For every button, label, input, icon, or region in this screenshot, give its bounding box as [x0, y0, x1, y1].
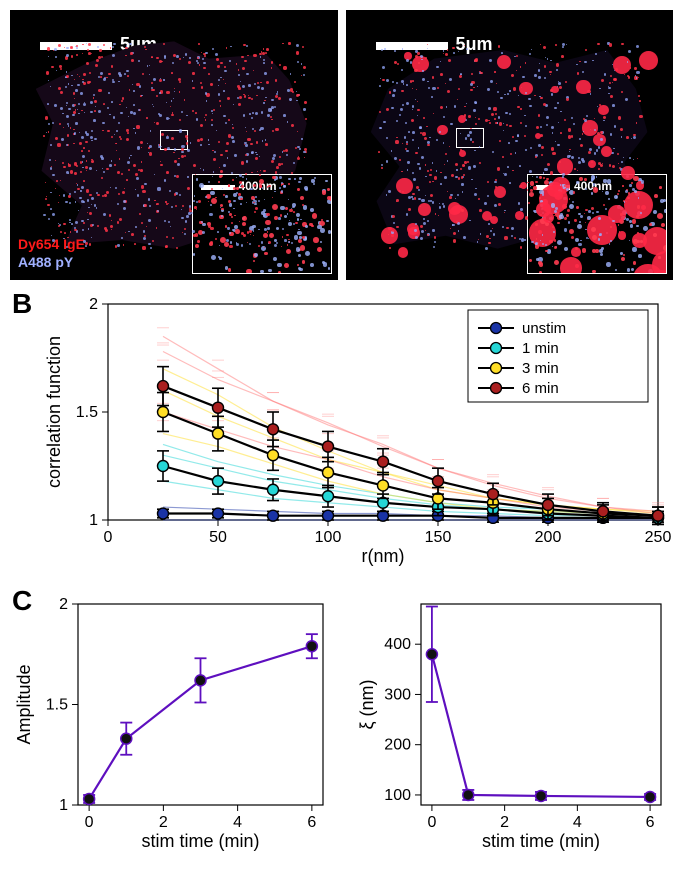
- svg-text:2: 2: [59, 596, 68, 613]
- svg-text:6: 6: [307, 814, 316, 831]
- svg-text:stim time (min): stim time (min): [482, 831, 600, 851]
- svg-text:200: 200: [535, 529, 562, 546]
- svg-text:250: 250: [645, 529, 672, 546]
- panel-b-chart: 0 50 100 150 200 250 1 1.5 2 r(nm) correlation fun…: [38, 290, 673, 570]
- svg-text:1: 1: [59, 797, 68, 814]
- svg-text:6 min: 6 min: [522, 380, 559, 397]
- panel-b-label: B: [12, 288, 32, 320]
- svg-text:100: 100: [315, 529, 342, 546]
- svg-text:0: 0: [427, 814, 436, 831]
- panel-c-left: 024611.52stim time (min)Amplitude: [10, 590, 335, 860]
- svg-text:1.5: 1.5: [46, 697, 68, 714]
- legend-dy654: Dy654 IgE: [18, 236, 85, 252]
- svg-text:stim time (min): stim time (min): [142, 831, 260, 851]
- panel-c-right: 0 2 4 6 100 200 300 400 stim time (min) ξ (nm): [353, 590, 673, 860]
- svg-text:4: 4: [573, 814, 582, 831]
- svg-text:1 min: 1 min: [522, 340, 559, 357]
- micrograph-right: +Ag 6 min 5μm 400nm: [346, 10, 674, 280]
- svg-text:100: 100: [384, 787, 411, 804]
- legend-a488: A488 pY: [18, 254, 73, 270]
- svg-text:150: 150: [425, 529, 452, 546]
- svg-text:400: 400: [384, 636, 411, 653]
- micrograph-left: 0 min 5μm Dy654 IgE A488 pY 400nm: [10, 10, 338, 280]
- svg-text:0: 0: [104, 529, 113, 546]
- svg-text:2: 2: [500, 814, 509, 831]
- svg-text:200: 200: [384, 737, 411, 754]
- panel-c: 024611.52stim time (min)Amplitude 024610…: [10, 590, 673, 860]
- micrograph-right-title: +Ag 6 min: [466, 10, 553, 29]
- svg-text:Amplitude: Amplitude: [14, 664, 34, 744]
- svg-text:300: 300: [384, 686, 411, 703]
- svg-text:0: 0: [85, 814, 94, 831]
- svg-text:50: 50: [209, 529, 227, 546]
- svg-text:unstim: unstim: [522, 320, 566, 337]
- svg-text:4: 4: [233, 814, 242, 831]
- svg-text:correlation function: correlation function: [44, 336, 64, 488]
- svg-text:r(nm): r(nm): [362, 546, 405, 566]
- panel-a: 0 min 5μm Dy654 IgE A488 pY 400nm +Ag 6 …: [10, 10, 673, 280]
- micrograph-left-title: 0 min: [150, 10, 197, 29]
- svg-text:2: 2: [89, 296, 98, 313]
- svg-text:ξ (nm): ξ (nm): [357, 679, 377, 729]
- svg-text:1: 1: [89, 512, 98, 529]
- figure: A 0 min 5μm Dy654 IgE A488 pY 400nm +Ag …: [0, 0, 683, 871]
- svg-text:6: 6: [646, 814, 655, 831]
- panel-b: 0 50 100 150 200 250 1 1.5 2 r(nm) correlation fun…: [38, 290, 673, 570]
- svg-text:1.5: 1.5: [76, 404, 98, 421]
- svg-text:3 min: 3 min: [522, 360, 559, 377]
- svg-text:2: 2: [159, 814, 168, 831]
